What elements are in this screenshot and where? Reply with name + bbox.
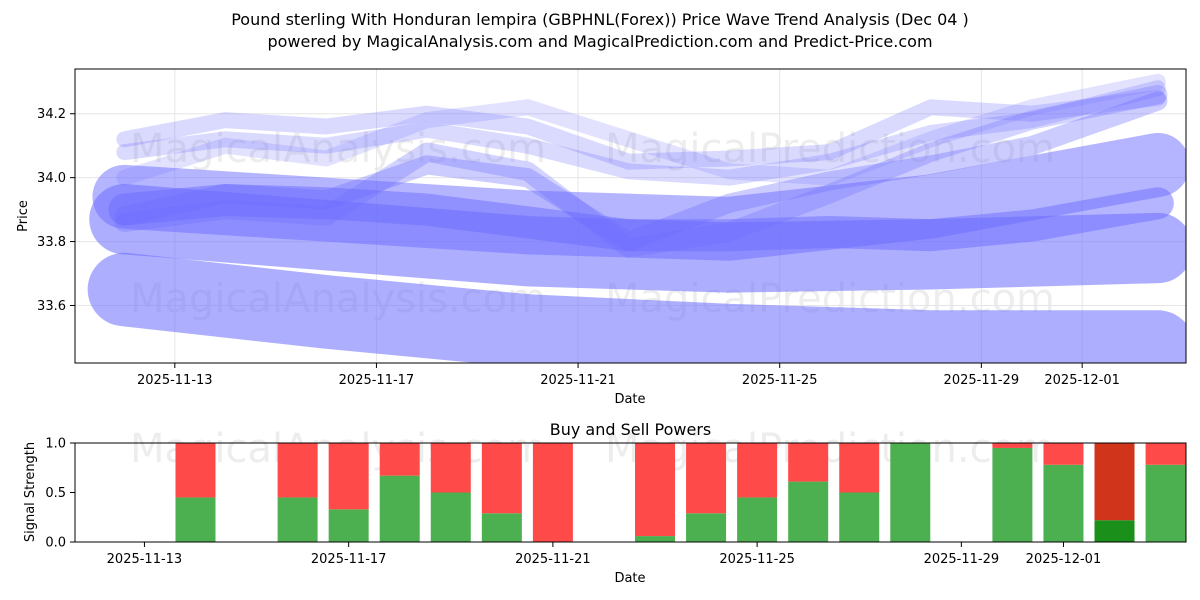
y-tick-label: 34.2 bbox=[37, 107, 66, 122]
sell-bar bbox=[1043, 443, 1084, 465]
buy-bar bbox=[635, 536, 676, 542]
y-axis-label: Price bbox=[16, 200, 31, 232]
price-wave-chart: 2025-11-13 2025-11-17 2025-11-21 2025-11-25… bbox=[16, 68, 1187, 407]
sell-bar bbox=[992, 443, 1033, 448]
x-tick-label: 2025-11-25 bbox=[742, 373, 818, 388]
buy-sell-chart: Buy and Sell Powers 2025-11-13 2025-11-17 2… bbox=[23, 420, 1187, 586]
buy-bar bbox=[1043, 464, 1084, 542]
wave-band-wave-mid-1 bbox=[114, 91, 1168, 252]
sell-bar bbox=[686, 443, 727, 514]
buy-bar bbox=[788, 481, 829, 542]
wave-bands bbox=[87, 73, 1186, 363]
watermark-prediction-low: MagicalPrediction.com bbox=[605, 426, 1055, 472]
wave-band-wave-high-3 bbox=[116, 73, 1166, 186]
watermark-analysis-top: MagicalAnalysis.com bbox=[130, 126, 546, 172]
buy-bar bbox=[1145, 464, 1186, 542]
x-axis-label: Date bbox=[614, 571, 645, 586]
buy-bar bbox=[328, 509, 369, 542]
y-tick-label: 33.6 bbox=[37, 299, 66, 314]
sell-bar bbox=[1094, 443, 1135, 521]
x-tick-label: 2025-12-01 bbox=[1044, 373, 1120, 388]
wave-band-wave-high-1 bbox=[116, 80, 1166, 186]
sell-bar bbox=[788, 443, 829, 482]
sell-bar bbox=[737, 443, 778, 498]
x-tick-label: 2025-11-21 bbox=[540, 373, 616, 388]
y-tick-label: 34.0 bbox=[37, 171, 66, 186]
y-tick-label: 33.8 bbox=[37, 235, 66, 250]
buy-bar bbox=[277, 497, 318, 542]
x-tick-label: 2025-11-29 bbox=[924, 552, 1000, 567]
sell-bar bbox=[532, 443, 573, 542]
price-plot-frame bbox=[74, 68, 1187, 364]
chart-subtitle: powered by MagicalAnalysis.com and Magic… bbox=[267, 32, 933, 51]
wave-band-wave-high-2 bbox=[116, 89, 1166, 170]
buy-bar bbox=[175, 497, 216, 542]
watermark-prediction-top: MagicalPrediction.com bbox=[605, 126, 1055, 172]
y-tick-label: 0.0 bbox=[45, 536, 66, 551]
x-tick-label: 2025-11-29 bbox=[944, 373, 1020, 388]
buy-bar bbox=[839, 492, 880, 542]
x-tick-label: 2025-11-13 bbox=[137, 373, 213, 388]
sell-bar bbox=[839, 443, 880, 493]
sell-bar bbox=[277, 443, 318, 498]
buy-bar bbox=[481, 513, 522, 542]
x-tick-label: 2025-11-17 bbox=[339, 373, 415, 388]
y-tick-label: 0.5 bbox=[45, 486, 66, 501]
sell-bar bbox=[635, 443, 676, 537]
x-axis-label: Date bbox=[614, 392, 645, 407]
sell-bar bbox=[1145, 443, 1186, 465]
buy-bar bbox=[890, 443, 931, 542]
chart-title: Pound sterling With Honduran lempira (GB… bbox=[231, 10, 969, 29]
wave-band-wave-lowest bbox=[87, 252, 1186, 363]
buy-sell-title: Buy and Sell Powers bbox=[550, 420, 712, 439]
buy-bar bbox=[1094, 520, 1135, 542]
x-tick-label: 2025-11-17 bbox=[311, 552, 387, 567]
wave-band-wave-main bbox=[108, 184, 1174, 252]
y-tick-label: 1.0 bbox=[45, 437, 66, 452]
sell-bar bbox=[481, 443, 522, 514]
x-tick-label: 2025-11-25 bbox=[719, 552, 795, 567]
sell-bar bbox=[379, 443, 420, 476]
y-axis-label: Signal Strength bbox=[23, 442, 38, 542]
buy-bar bbox=[992, 447, 1033, 542]
sell-bar bbox=[328, 443, 369, 510]
sell-bar bbox=[175, 443, 216, 498]
sell-bar bbox=[430, 443, 471, 493]
x-tick-label: 2025-11-13 bbox=[107, 552, 183, 567]
buy-bar bbox=[430, 492, 471, 542]
x-tick-label: 2025-12-01 bbox=[1026, 552, 1102, 567]
buy-bar bbox=[737, 497, 778, 542]
x-tick-label: 2025-11-21 bbox=[515, 552, 591, 567]
buy-bar bbox=[379, 475, 420, 542]
buy-bar bbox=[686, 513, 727, 542]
wave-band-wave-mid-2 bbox=[114, 84, 1168, 258]
